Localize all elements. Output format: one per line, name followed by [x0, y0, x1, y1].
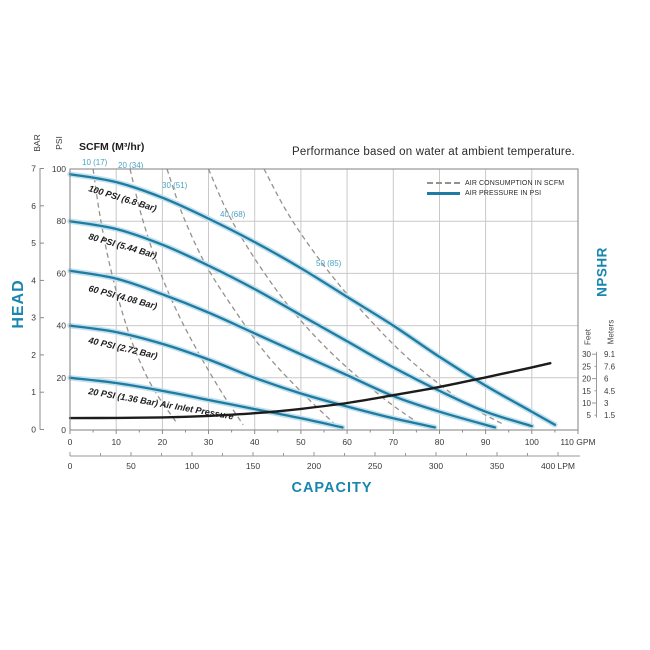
bar-unit-label: BAR: [32, 134, 42, 152]
pressure-curve-40psi: [68, 324, 436, 429]
air-consumption-curve-30scfm: [166, 168, 336, 426]
legend-label: AIR CONSUMPTION IN SCFM: [465, 179, 565, 187]
pressure-curve-60psi: [68, 269, 497, 429]
lpm-tick-label: 200: [307, 461, 321, 471]
psi-tick-label: 80: [57, 216, 67, 226]
bar-tick-label: 7: [31, 164, 36, 174]
legend-label: AIR PRESSURE IN PSI: [465, 189, 542, 197]
head-axis-label: HEAD: [10, 279, 27, 329]
gpm-tick-label: 90: [481, 437, 491, 447]
chart-title: Performance based on water at ambient te…: [292, 146, 575, 158]
legend-item-air-pressure: AIR PRESSURE IN PSI: [427, 189, 564, 197]
bar-tick-label: 5: [31, 238, 36, 248]
air-consumption-curve-label: 30 (51): [162, 181, 188, 190]
legend-item-air-consumption: AIR CONSUMPTION IN SCFM: [427, 179, 564, 187]
gpm-tick-label: 60: [342, 437, 352, 447]
npshr-meters-tick-label: 7.6: [604, 362, 616, 371]
lpm-tick-label: 350: [490, 461, 504, 471]
gpm-tick-label: 110 GPM: [560, 437, 595, 447]
pressure-curve-label: 100 PSI (6.8 Bar): [87, 183, 157, 213]
air-consumption-curve-label: 40 (68): [220, 210, 246, 219]
npshr-meters-tick-label: 6: [604, 375, 609, 384]
npshr-feet-tick-label: 15: [582, 387, 591, 396]
npshr-meters-tick-label: 3: [604, 399, 609, 408]
lpm-tick-label: 300: [429, 461, 443, 471]
psi-unit-label: PSI: [54, 136, 64, 150]
psi-tick-label: 60: [57, 268, 67, 278]
lpm-tick-label: 0: [68, 461, 73, 471]
gpm-tick-label: 100: [525, 437, 539, 447]
air-consumption-curve-label: 10 (17): [82, 158, 108, 167]
scfm-axis-header: SCFM (M³/hr): [79, 141, 145, 153]
psi-tick-label: 0: [61, 425, 66, 435]
npshr-curve: [68, 362, 552, 420]
chart-legend: AIR CONSUMPTION IN SCFM AIR PRESSURE IN …: [427, 179, 564, 197]
gpm-tick-label: 70: [389, 437, 399, 447]
gpm-tick-label: 40: [250, 437, 260, 447]
gpm-tick-label: 20: [158, 437, 168, 447]
air-consumption-curve-label: 20 (34): [118, 161, 144, 170]
air-consumption-curve-50scfm: [263, 168, 505, 426]
gpm-tick-label: 30: [204, 437, 214, 447]
gpm-tick-label: 10: [111, 437, 121, 447]
npshr-feet-tick-label: 20: [582, 375, 591, 384]
capacity-axis-label: CAPACITY: [291, 480, 373, 496]
lpm-tick-label: 400 LPM: [541, 461, 575, 471]
lpm-tick-label: 50: [126, 461, 136, 471]
npshr-meters-tick-label: 1.5: [604, 411, 616, 420]
bar-tick-label: 1: [31, 387, 36, 397]
bar-tick-label: 0: [31, 425, 36, 435]
lpm-tick-label: 100: [185, 461, 199, 471]
gpm-tick-label: 50: [296, 437, 306, 447]
pressure-curve-20psi: [68, 376, 344, 429]
npshr-feet-tick-label: 30: [582, 350, 591, 359]
dashed-line-swatch-icon: [427, 182, 460, 184]
gpm-tick-label: 80: [435, 437, 445, 447]
npshr-feet-tick-label: 10: [582, 399, 591, 408]
air-consumption-curve-20scfm: [129, 168, 244, 426]
pressure-curve-100psi: [68, 173, 557, 426]
lpm-tick-label: 250: [368, 461, 382, 471]
pressure-curve-80psi: [68, 220, 533, 428]
air-consumption-curve-label: 50 (85): [316, 259, 342, 268]
bar-tick-label: 2: [31, 350, 36, 360]
bar-tick-label: 6: [31, 201, 36, 211]
psi-tick-label: 40: [57, 321, 67, 331]
psi-tick-label: 20: [57, 373, 67, 383]
gpm-tick-label: 0: [68, 437, 73, 447]
lpm-tick-label: 150: [246, 461, 260, 471]
npshr-feet-tick-label: 5: [587, 411, 592, 420]
npshr-feet-tick-label: 25: [582, 362, 591, 371]
npshr-meters-tick-label: 9.1: [604, 350, 616, 359]
pressure-curve-halo: [67, 375, 346, 431]
psi-tick-label: 100: [52, 164, 66, 174]
air-consumption-curve-40scfm: [207, 168, 422, 426]
feet-unit-label: Feet: [583, 328, 593, 346]
meters-unit-label: Meters: [606, 319, 616, 345]
npshr-axis-label: NPSHR: [594, 247, 610, 297]
solid-line-swatch-icon: [427, 191, 460, 195]
bar-tick-label: 3: [31, 313, 36, 323]
npshr-meters-tick-label: 4.5: [604, 387, 616, 396]
bar-tick-label: 4: [31, 275, 36, 285]
